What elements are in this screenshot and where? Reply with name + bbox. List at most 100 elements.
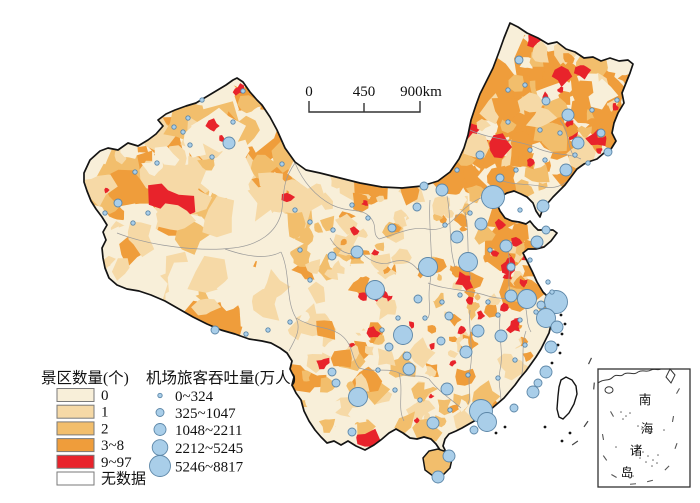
airport-circle <box>505 119 511 125</box>
airport-circle <box>596 128 606 138</box>
airport-circle <box>589 107 595 113</box>
airport-circle <box>571 136 585 150</box>
airport-circle <box>499 239 513 253</box>
airport-circle <box>522 82 528 88</box>
legend-swatch <box>56 438 95 453</box>
airport-circle <box>102 210 108 216</box>
airport-circle <box>527 147 533 153</box>
airport-circle <box>495 173 505 183</box>
legend-circle-label: 0~324 <box>175 389 214 405</box>
scale-label-900km: 900km <box>400 84 442 100</box>
airport-circle <box>512 357 518 363</box>
airport-circle <box>536 199 550 213</box>
legend-circle <box>155 408 165 417</box>
airport-circle <box>504 289 518 303</box>
legend-swatch-label: 9~97 <box>101 455 132 471</box>
airport-circle <box>365 215 371 221</box>
airport-circle <box>545 279 551 285</box>
airport-circle <box>585 160 591 166</box>
airport-circle <box>474 217 488 231</box>
airport-circle <box>209 154 215 160</box>
airport-circle <box>467 210 473 216</box>
airport-circle <box>349 202 355 208</box>
choropleth-patches <box>84 31 633 452</box>
airport-circle <box>154 160 160 166</box>
airport-circle <box>113 198 123 208</box>
airport-circle <box>417 397 423 403</box>
airport-circle <box>495 375 501 381</box>
airport-circle <box>541 96 551 106</box>
airport-circle <box>307 219 313 225</box>
legend-circle-label: 1048~2211 <box>175 423 243 439</box>
airport-circle <box>384 342 394 352</box>
airport-circle <box>442 222 448 228</box>
airport-circle <box>549 289 555 295</box>
china-border <box>83 22 634 453</box>
airport-circle <box>435 183 449 197</box>
legend-circle <box>153 423 167 436</box>
airport-circle <box>292 207 298 213</box>
airport-circle <box>327 251 337 261</box>
airport-circle <box>347 427 357 437</box>
airport-circle <box>517 207 523 213</box>
airport-circle <box>539 365 553 379</box>
airport-circle <box>533 378 543 388</box>
airport-circle <box>440 382 454 396</box>
airport-circle <box>514 55 524 65</box>
airport-circle <box>350 245 364 259</box>
airport-circle <box>537 127 543 133</box>
airport-circle <box>431 470 445 484</box>
airport-circle <box>436 336 446 346</box>
airport-circle <box>307 277 313 283</box>
legend-swatch <box>56 471 95 486</box>
scale-bar: 0 450 900km <box>305 84 442 113</box>
airport-circle <box>541 225 551 235</box>
taiwan-island <box>556 376 578 420</box>
airport-circle <box>513 167 519 173</box>
legend-circle <box>149 455 171 477</box>
airport-circle <box>132 169 138 175</box>
province-boundaries <box>116 119 582 422</box>
legend-circle-label: 2212~5245 <box>175 441 243 457</box>
airport-circle <box>331 378 341 388</box>
airport-circle <box>475 150 485 160</box>
airport-circle <box>495 312 501 318</box>
airport-circle <box>505 87 511 93</box>
airport-circle <box>550 320 564 334</box>
airport-circle <box>230 119 236 125</box>
airport-circle <box>533 309 539 315</box>
airport-circle <box>559 163 573 177</box>
airport-circle <box>240 88 246 94</box>
airport-circle <box>287 319 293 325</box>
airport-circle <box>393 325 413 345</box>
airport-circle <box>481 185 505 209</box>
airport-circles <box>102 55 620 484</box>
airport-circle <box>402 362 416 376</box>
airport-circle <box>557 130 563 136</box>
legend-swatch-label: 0 <box>101 388 109 404</box>
airport-circle <box>185 115 191 121</box>
airport-circle <box>130 220 136 226</box>
airport-circle <box>222 136 236 150</box>
airport-circle <box>145 210 151 216</box>
legend-swatch-label: 1 <box>101 405 109 421</box>
airport-circle <box>561 108 575 122</box>
inset-hainan <box>604 386 614 394</box>
legend-swatch-label: 2 <box>101 421 109 437</box>
airport-legend-title: 机场旅客吞吐量(万人) <box>146 369 296 387</box>
airport-circle <box>348 387 368 407</box>
choropleth-legend-title: 景区数量(个) <box>41 369 129 387</box>
airport-circle <box>365 280 385 300</box>
airport-circle <box>454 167 460 173</box>
airport-circle <box>544 340 558 354</box>
inset-char-hai: 海 <box>641 421 654 436</box>
airport-circle <box>572 152 578 158</box>
legend-swatch-label: 3~8 <box>101 438 124 454</box>
legend-swatch <box>56 404 95 419</box>
airport-circle <box>469 425 479 435</box>
airport-circle <box>457 292 463 298</box>
